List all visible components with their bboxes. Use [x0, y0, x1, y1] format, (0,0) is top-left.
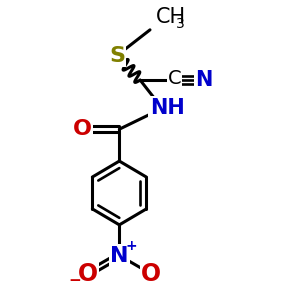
Text: 3: 3 [176, 17, 184, 31]
Text: N: N [110, 245, 129, 266]
Text: +: + [125, 239, 137, 253]
Text: S: S [109, 46, 125, 66]
Text: C: C [168, 69, 181, 88]
Text: CH: CH [156, 8, 186, 27]
Text: N: N [195, 70, 213, 90]
Text: −: − [68, 273, 81, 288]
Text: O: O [141, 262, 161, 286]
Text: NH: NH [150, 98, 184, 118]
Text: O: O [77, 262, 98, 286]
Text: O: O [73, 119, 92, 139]
